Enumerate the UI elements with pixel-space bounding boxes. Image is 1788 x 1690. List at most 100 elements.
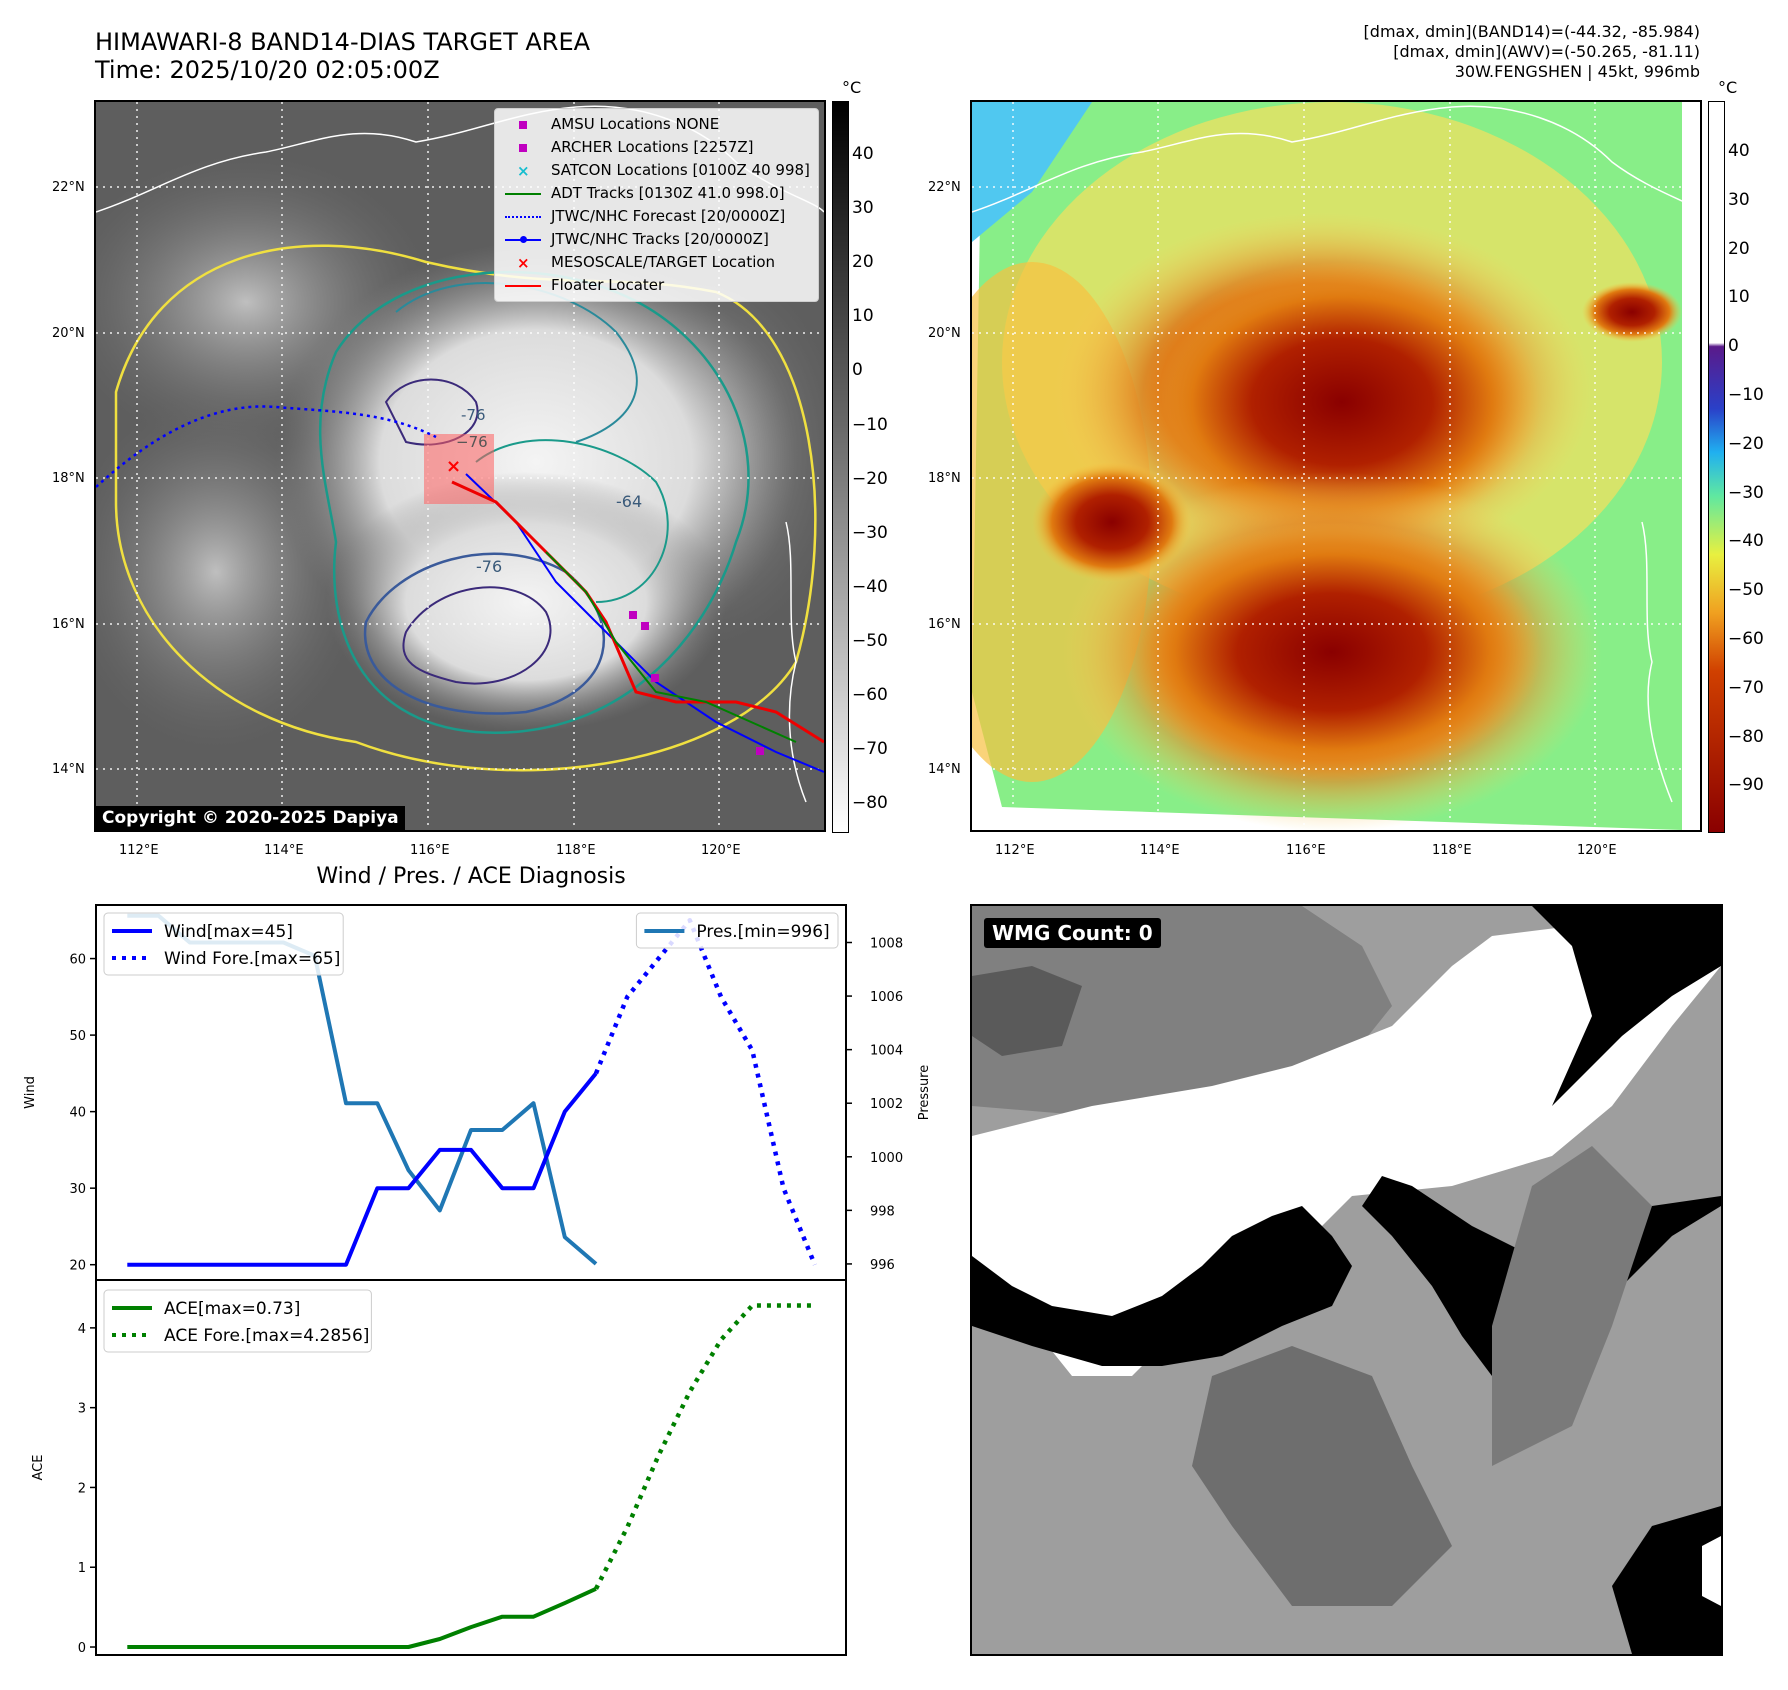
- colorbar-tick-label: 0: [1728, 336, 1739, 357]
- lat-label: 14°N: [928, 762, 961, 777]
- awv-map-panel: [970, 100, 1702, 832]
- colorbar-tick-label: −40: [852, 576, 888, 597]
- contour-label-2: -76: [476, 557, 502, 576]
- lon-label: 114°E: [264, 843, 304, 858]
- colorbar-tick-label: 0: [852, 360, 863, 381]
- colorbar-tick-label: −90: [1728, 775, 1764, 796]
- ace-line: [127, 1586, 597, 1649]
- line-marker-icon: [505, 284, 541, 287]
- colorbar-tick-label: −20: [1728, 433, 1764, 454]
- lat-label: 20°N: [52, 326, 85, 341]
- ir-colorbar: [832, 101, 849, 833]
- wind-tick-label: 40: [69, 1106, 86, 1121]
- ace-tick-label: 1: [78, 1561, 86, 1576]
- awv-colorbar: [1708, 101, 1725, 833]
- pressure-tick-label: 998: [870, 1204, 895, 1219]
- lat-label: 22°N: [52, 180, 85, 195]
- lon-label: 120°E: [701, 843, 741, 858]
- colorbar-tick-label: 10: [852, 306, 874, 327]
- lon-label: 118°E: [556, 843, 596, 858]
- info-block: [dmax, dmin](BAND14)=(-44.32, -85.984) […: [1100, 22, 1700, 82]
- lat-label: 16°N: [52, 617, 85, 632]
- wind-line: [127, 1072, 598, 1267]
- diagnosis-chart: 20 30 40 50 60 996 998 1000 1002 1004 1006 1008 0 1 2 3…: [23, 904, 930, 1656]
- lon-label: 116°E: [1286, 843, 1326, 858]
- info-line-3: 30W.FENGSHEN | 45kt, 996mb: [1454, 62, 1700, 81]
- contour-label-1: -64: [616, 492, 642, 511]
- wmg-image: [972, 906, 1721, 1654]
- colorbar-tick-label: −30: [852, 522, 888, 543]
- lon-label: 116°E: [410, 843, 450, 858]
- colorbar-unit: °C: [1718, 78, 1738, 97]
- legend-item-floater: Floater Locater: [505, 274, 810, 297]
- colorbar-tick-label: −50: [1728, 580, 1764, 601]
- colorbar-tick-label: 40: [1728, 141, 1750, 161]
- pressure-tick-label: 1002: [870, 1097, 903, 1112]
- info-line-2: [dmax, dmin](AWV)=(-50.265, -81.11): [1393, 42, 1700, 61]
- info-line-1: [dmax, dmin](BAND14)=(-44.32, -85.984): [1363, 22, 1700, 41]
- wind-legend: [103, 912, 344, 976]
- svg-text:×: ×: [446, 456, 461, 477]
- wmg-panel: WMG Count: 0: [970, 904, 1723, 1656]
- lat-label: 18°N: [52, 471, 85, 486]
- ace-legend: [103, 1289, 372, 1353]
- colorbar-tick-label: −30: [1728, 482, 1764, 503]
- svg-text:−76: −76: [456, 433, 488, 451]
- colorbar-tick-label: 30: [1728, 189, 1750, 210]
- x-marker-icon: ×: [517, 161, 530, 180]
- dotted-line-icon: [505, 215, 541, 218]
- wind-tick-label: 50: [69, 1029, 86, 1044]
- legend-label: ACE Fore.[max=4.2856]: [164, 1326, 369, 1346]
- colorbar-tick-label: −70: [1728, 677, 1764, 698]
- colorbar-tick-label: −80: [852, 793, 888, 814]
- legend-label: ACE[max=0.73]: [164, 1299, 300, 1319]
- legend-item-satcon: × SATCON Locations [0100Z 40 998]: [505, 159, 810, 182]
- ace-tick-label: 2: [78, 1481, 86, 1496]
- ace-tick-label: 0: [78, 1641, 86, 1656]
- colorbar-tick-label: −10: [1728, 385, 1764, 405]
- pressure-tick-label: 1008: [870, 937, 903, 952]
- colorbar-tick-label: −70: [852, 739, 888, 760]
- colorbar-tick-label: 30: [852, 198, 874, 219]
- wind-tick-label: 60: [69, 953, 86, 968]
- colorbar-tick-label: 20: [852, 252, 874, 273]
- lon-label: 112°E: [119, 843, 159, 858]
- legend-item-jtwc-tracks: JTWC/NHC Tracks [20/0000Z]: [505, 228, 810, 251]
- ace-axis-title: ACE: [31, 1455, 46, 1481]
- colorbar-tick-label: −40: [1728, 531, 1764, 552]
- legend-item-adt: ADT Tracks [0130Z 41.0 998.0]: [505, 182, 810, 205]
- colorbar-tick-label: −20: [852, 468, 888, 489]
- colorbar-tick-label: −60: [1728, 629, 1764, 649]
- colorbar-tick-label: −50: [852, 630, 888, 651]
- wind-tick-label: 30: [69, 1182, 86, 1197]
- legend-item-archer: ARCHER Locations [2257Z]: [505, 136, 810, 159]
- lat-label: 16°N: [928, 617, 961, 632]
- colorbar-tick-label: 20: [1728, 238, 1750, 259]
- contour-label-3: -76: [461, 406, 486, 424]
- lat-label: 14°N: [52, 762, 85, 777]
- pressure-legend: [635, 912, 839, 949]
- figure-title: HIMAWARI-8 BAND14-DIAS TARGET AREA Time:…: [95, 28, 590, 84]
- lat-label: 18°N: [928, 471, 961, 486]
- colorbar-tick-label: −10: [852, 414, 888, 435]
- legend-item-jtwc-forecast: JTWC/NHC Forecast [20/0000Z]: [505, 205, 810, 228]
- awv-map-image: [972, 102, 1700, 830]
- ir-map-panel: −76 -64 -76 -76 × Copyright © 2020-2025 …: [94, 100, 826, 832]
- ace-forecast-line: [593, 1303, 815, 1590]
- legend-label: Wind Fore.[max=65]: [164, 949, 340, 969]
- lon-label: 114°E: [1140, 843, 1180, 858]
- wind-tick-label: 20: [69, 1259, 86, 1274]
- colorbar-tick-label: 10: [1728, 287, 1750, 308]
- map-legend: AMSU Locations NONE ARCHER Locations [22…: [494, 108, 819, 302]
- ace-axes-frame: [95, 1279, 847, 1656]
- title-line-2: Time: 2025/10/20 02:05:00Z: [95, 56, 440, 84]
- lon-label: 118°E: [1432, 843, 1472, 858]
- lon-label: 112°E: [995, 843, 1035, 858]
- pressure-tick-label: 1004: [870, 1044, 903, 1059]
- legend-item-amsu: AMSU Locations NONE: [505, 113, 810, 136]
- x-marker-icon: ×: [517, 253, 530, 272]
- lat-label: 22°N: [928, 180, 961, 195]
- pressure-tick-label: 1006: [870, 990, 903, 1005]
- colorbar-tick-label: −60: [852, 685, 888, 705]
- legend-label: Wind[max=45]: [164, 922, 293, 942]
